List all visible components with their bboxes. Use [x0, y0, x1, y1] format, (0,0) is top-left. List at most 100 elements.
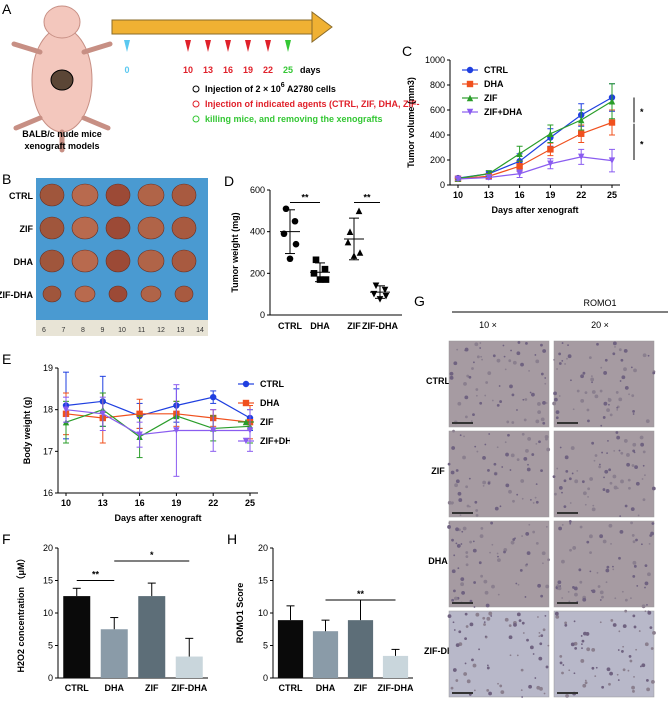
tissue-dot: [632, 540, 636, 544]
tissue-dot: [614, 345, 616, 348]
tissue-dot: [532, 502, 535, 504]
point-zif+dha: [136, 431, 143, 438]
tissue-dot: [472, 540, 475, 543]
tissue-dot: [582, 491, 587, 496]
x-tick-label: ZIF: [354, 683, 368, 693]
tissue-dot: [534, 496, 537, 499]
tissue-dot: [576, 389, 580, 393]
tissue-dot: [603, 476, 605, 479]
tissue-dot: [623, 439, 628, 443]
tissue-dot: [472, 413, 475, 417]
tissue-dot: [561, 671, 564, 675]
tumor: [171, 249, 197, 273]
tissue-dot: [557, 580, 562, 585]
tissue-dot: [552, 475, 556, 479]
y-axis-label: Tumor volume (mm3): [406, 77, 416, 168]
tissue-dot: [529, 391, 532, 394]
tissue-dot: [606, 565, 610, 569]
tissue-dot: [499, 400, 503, 403]
tissue-dot: [648, 542, 651, 545]
row-label-zif-dha: ZIF-DHA: [424, 646, 460, 656]
tissue-dot: [555, 614, 560, 619]
tissue-dot: [483, 623, 486, 626]
tissue-dot: [599, 590, 604, 595]
data-point: [382, 292, 390, 300]
tissue-dot: [571, 472, 574, 475]
legend-marker: [242, 380, 250, 388]
tissue-dot: [454, 483, 458, 488]
tissue-dot: [497, 555, 499, 558]
tissue-dot: [504, 368, 507, 371]
tissue-dot: [505, 452, 509, 457]
tissue-dot: [578, 568, 582, 572]
tissue-dot: [513, 622, 517, 627]
tissue-image: [448, 610, 550, 698]
tissue-dot: [449, 375, 454, 380]
tissue-dot: [519, 568, 523, 572]
tissue-dot: [644, 610, 647, 613]
bar-dha: [100, 629, 128, 678]
panel-label-e: E: [2, 351, 11, 367]
day-label-10: 10: [183, 65, 193, 75]
tissue-dot: [521, 535, 523, 537]
tissue-dot: [453, 589, 456, 593]
tissue-dot: [589, 477, 594, 481]
tissue-dot: [466, 504, 470, 508]
tissue-dot: [447, 500, 452, 505]
tissue-dot: [633, 368, 637, 373]
tissue-dot: [451, 446, 456, 450]
tissue-dot: [453, 596, 458, 601]
tissue-dot: [516, 654, 519, 657]
tissue-dot: [622, 645, 625, 648]
tissue-dot: [471, 367, 474, 370]
day-label-19: 19: [243, 65, 253, 75]
data-point: [381, 286, 389, 294]
tissue-dot: [632, 614, 636, 618]
tissue-dot: [508, 489, 512, 494]
tissue-dot: [525, 448, 529, 453]
tissue-dot: [489, 551, 491, 554]
tissue-dot: [631, 534, 635, 537]
chart-f: F 0 5 10 15 20 H2O2 concentration （μM） CTRL DHA…: [2, 531, 208, 693]
point-zif: [547, 130, 554, 137]
tissue-dot: [574, 592, 578, 597]
tissue-dot: [521, 696, 524, 698]
tissue-dot: [635, 538, 638, 542]
tissue-dot: [536, 685, 541, 690]
tissue-dot: [562, 664, 565, 666]
legend-label-ctrl: CTRL: [260, 379, 284, 389]
day-label-13: 13: [203, 65, 213, 75]
point-zif+dha: [454, 175, 462, 183]
legend-marker: [242, 437, 250, 445]
tissue-dot: [465, 563, 469, 567]
tissue-dot: [555, 410, 560, 415]
tissue-dot: [497, 682, 499, 685]
x-tick-label: 16: [515, 190, 525, 200]
tissue-dot: [582, 597, 587, 602]
tissue-dot: [599, 534, 604, 539]
tissue-dot: [608, 468, 612, 472]
tissue-dot: [531, 392, 535, 397]
row-label-zif-dha: ZIF-DHA: [0, 290, 33, 300]
y-tick-label: 0: [440, 180, 445, 190]
panel-label-h: H: [227, 531, 237, 547]
tissue-dot: [455, 527, 459, 532]
tissue-dot: [464, 395, 469, 400]
tissue-dot: [453, 554, 456, 557]
data-point: [286, 255, 294, 263]
tissue-dot: [646, 687, 651, 692]
tissue-dot: [507, 433, 510, 437]
panel-label-b: B: [2, 171, 11, 187]
y-tick-label: 15: [43, 576, 53, 586]
day-marker-25: [285, 40, 291, 52]
tissue-dot: [632, 442, 637, 447]
tissue-dot: [450, 686, 454, 690]
tissue-dot: [525, 531, 530, 536]
point-dha: [608, 119, 616, 126]
x-tick-label: 10: [453, 190, 463, 200]
tissue-dot: [559, 661, 563, 665]
tissue-dot: [524, 596, 527, 598]
bar-zif: [347, 620, 374, 678]
tissue-dot: [624, 609, 628, 613]
tissue-dot: [532, 530, 536, 534]
